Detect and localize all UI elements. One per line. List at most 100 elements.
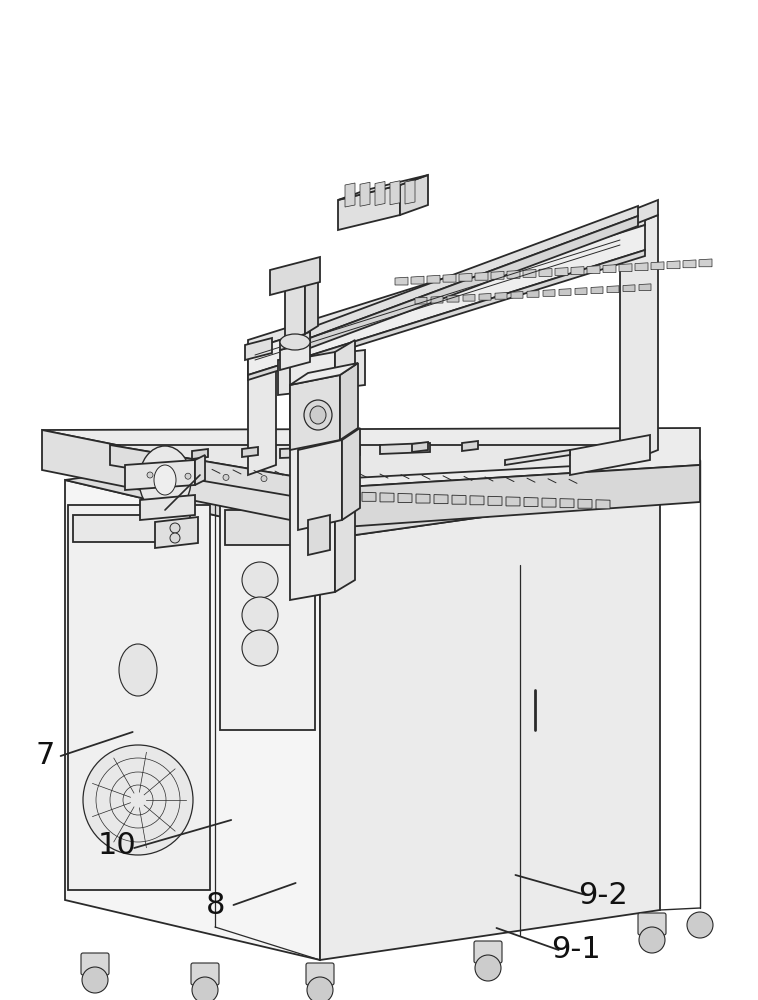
Polygon shape [543,290,555,296]
Circle shape [242,630,278,666]
Polygon shape [524,497,538,506]
Polygon shape [290,490,304,499]
Polygon shape [380,493,394,502]
Polygon shape [470,496,484,505]
Polygon shape [110,445,315,500]
Polygon shape [110,445,630,480]
Polygon shape [42,428,700,488]
Polygon shape [65,432,660,540]
Polygon shape [488,496,502,505]
Polygon shape [623,285,635,292]
Polygon shape [415,297,427,304]
Circle shape [261,476,267,482]
Polygon shape [305,276,318,334]
Polygon shape [342,428,360,520]
Polygon shape [667,261,680,269]
Polygon shape [463,294,475,301]
Polygon shape [340,363,358,440]
Circle shape [82,967,108,993]
Circle shape [687,912,713,938]
Polygon shape [491,271,504,279]
Circle shape [475,955,501,981]
Polygon shape [570,435,650,475]
Polygon shape [683,260,696,268]
Polygon shape [248,215,645,350]
FancyBboxPatch shape [81,953,109,975]
Polygon shape [416,494,430,503]
Polygon shape [447,295,459,302]
Polygon shape [308,491,322,500]
Polygon shape [290,363,358,385]
Polygon shape [591,287,603,293]
FancyBboxPatch shape [474,941,502,963]
Polygon shape [338,175,428,200]
Polygon shape [479,293,491,300]
Polygon shape [280,342,310,370]
Ellipse shape [154,465,176,495]
Ellipse shape [139,446,191,514]
Circle shape [307,977,333,1000]
Polygon shape [308,515,330,555]
Polygon shape [345,183,355,207]
Polygon shape [542,498,556,507]
Polygon shape [398,493,412,502]
Polygon shape [338,185,400,230]
Polygon shape [507,270,520,278]
Circle shape [147,472,153,478]
Polygon shape [248,340,276,475]
Ellipse shape [119,644,157,696]
Circle shape [639,927,665,953]
Polygon shape [248,250,645,380]
Circle shape [185,473,191,479]
Polygon shape [140,495,195,520]
Polygon shape [452,495,466,504]
Polygon shape [635,263,648,271]
Polygon shape [523,270,536,277]
Polygon shape [527,291,539,297]
Polygon shape [192,449,208,459]
Polygon shape [220,500,315,730]
Polygon shape [571,267,584,274]
Polygon shape [310,216,638,348]
Polygon shape [555,268,568,275]
Polygon shape [620,215,658,465]
Polygon shape [302,445,318,455]
Polygon shape [443,274,456,282]
Circle shape [192,977,218,1000]
Polygon shape [405,180,415,204]
Polygon shape [326,491,340,500]
Polygon shape [280,446,360,458]
Polygon shape [639,284,651,291]
Polygon shape [511,292,523,298]
Polygon shape [431,296,443,303]
Polygon shape [434,495,448,504]
Polygon shape [505,450,570,465]
Polygon shape [68,505,210,890]
Polygon shape [42,430,330,528]
Polygon shape [619,264,632,272]
Polygon shape [360,182,370,206]
Circle shape [170,523,180,533]
Ellipse shape [304,400,332,430]
Polygon shape [155,517,198,548]
Circle shape [83,745,193,855]
Polygon shape [596,500,610,509]
Polygon shape [575,288,587,294]
Text: 9-1: 9-1 [551,936,601,964]
Polygon shape [395,277,408,285]
Polygon shape [245,338,272,360]
Polygon shape [475,272,488,280]
Polygon shape [242,447,258,457]
Polygon shape [285,284,305,340]
Polygon shape [270,257,320,295]
Polygon shape [362,492,376,501]
Polygon shape [587,266,600,273]
Text: 8: 8 [206,890,226,920]
Polygon shape [330,465,700,528]
Polygon shape [380,443,430,454]
Polygon shape [539,269,552,276]
Polygon shape [290,375,340,450]
Polygon shape [125,460,195,490]
Circle shape [242,597,278,633]
Polygon shape [607,286,619,292]
